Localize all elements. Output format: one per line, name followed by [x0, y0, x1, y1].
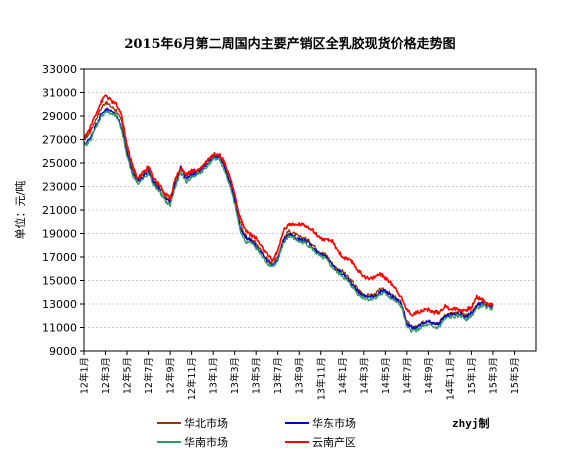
- x-tick-label: 14年7月: [401, 357, 413, 394]
- x-tick-label: 14年11月: [444, 357, 456, 400]
- x-tick-label: 14年9月: [423, 357, 435, 394]
- series-line-1: [83, 100, 494, 330]
- legend-label: 华东市场: [312, 416, 356, 430]
- x-tick-label: 12年11月: [186, 357, 198, 400]
- x-tick-label: 15年1月: [466, 357, 478, 394]
- x-tick-label: 12年9月: [165, 357, 177, 394]
- credit-label: zhyj制: [452, 416, 490, 430]
- x-tick-label: 12年3月: [100, 357, 112, 394]
- series-lines: [83, 94, 494, 333]
- grid: [84, 92, 536, 328]
- x-tick-label: 13年1月: [208, 357, 220, 394]
- y-axis-ticks: 9000 11000 13000 15000 17000 19000 21000 23000 2…: [42, 63, 84, 358]
- y-tick-label: 25000: [42, 157, 77, 170]
- y-tick-label: 33000: [42, 63, 77, 76]
- x-tick-label: 13年5月: [251, 357, 263, 394]
- y-axis-label-group: 单位：元/吨: [13, 181, 27, 240]
- series-line-3: [84, 110, 494, 333]
- series-line-2: [83, 107, 494, 331]
- x-tick-label: 14年3月: [358, 357, 370, 394]
- legend-label: 华北市场: [184, 416, 228, 430]
- x-tick-label: 14年5月: [380, 357, 392, 394]
- x-tick-label: 12年1月: [79, 357, 91, 394]
- y-tick-label: 19000: [42, 228, 77, 241]
- series-line-4: [83, 94, 494, 317]
- x-tick-label: 13年9月: [294, 357, 306, 394]
- chart-title: 2015年6月第二周国内主要产销区全乳胶现货价格走势图: [124, 36, 455, 52]
- y-tick-label: 11000: [42, 322, 77, 335]
- y-tick-label: 17000: [42, 251, 77, 264]
- x-tick-label: 13年3月: [229, 357, 241, 394]
- x-axis-ticks: 12年1月 12年3月 12年5月 12年7月 12年9月 12年11月 13年1月 13年3…: [79, 351, 521, 400]
- x-tick-label: 12年7月: [143, 357, 155, 394]
- y-tick-label: 13000: [42, 298, 77, 311]
- y-tick-label: 9000: [49, 345, 77, 358]
- x-tick-label: 15年5月: [509, 357, 521, 394]
- y-tick-label: 27000: [42, 134, 77, 147]
- legend-label: 华南市场: [184, 435, 228, 449]
- y-tick-label: 31000: [42, 87, 77, 100]
- x-tick-label: 14年1月: [337, 357, 349, 394]
- legend-label: 云南产区: [312, 435, 356, 449]
- y-tick-label: 15000: [42, 275, 77, 288]
- y-tick-label: 29000: [42, 110, 77, 123]
- x-tick-label: 15年3月: [487, 357, 499, 394]
- x-tick-label: 13年7月: [272, 357, 284, 394]
- y-axis-label: 单位：元/吨: [13, 181, 27, 240]
- x-tick-label: 13年11月: [315, 357, 327, 400]
- x-tick-label: 12年5月: [122, 357, 134, 394]
- plot-frame: [83, 68, 537, 352]
- y-tick-label: 23000: [42, 181, 77, 194]
- y-tick-label: 21000: [42, 204, 77, 217]
